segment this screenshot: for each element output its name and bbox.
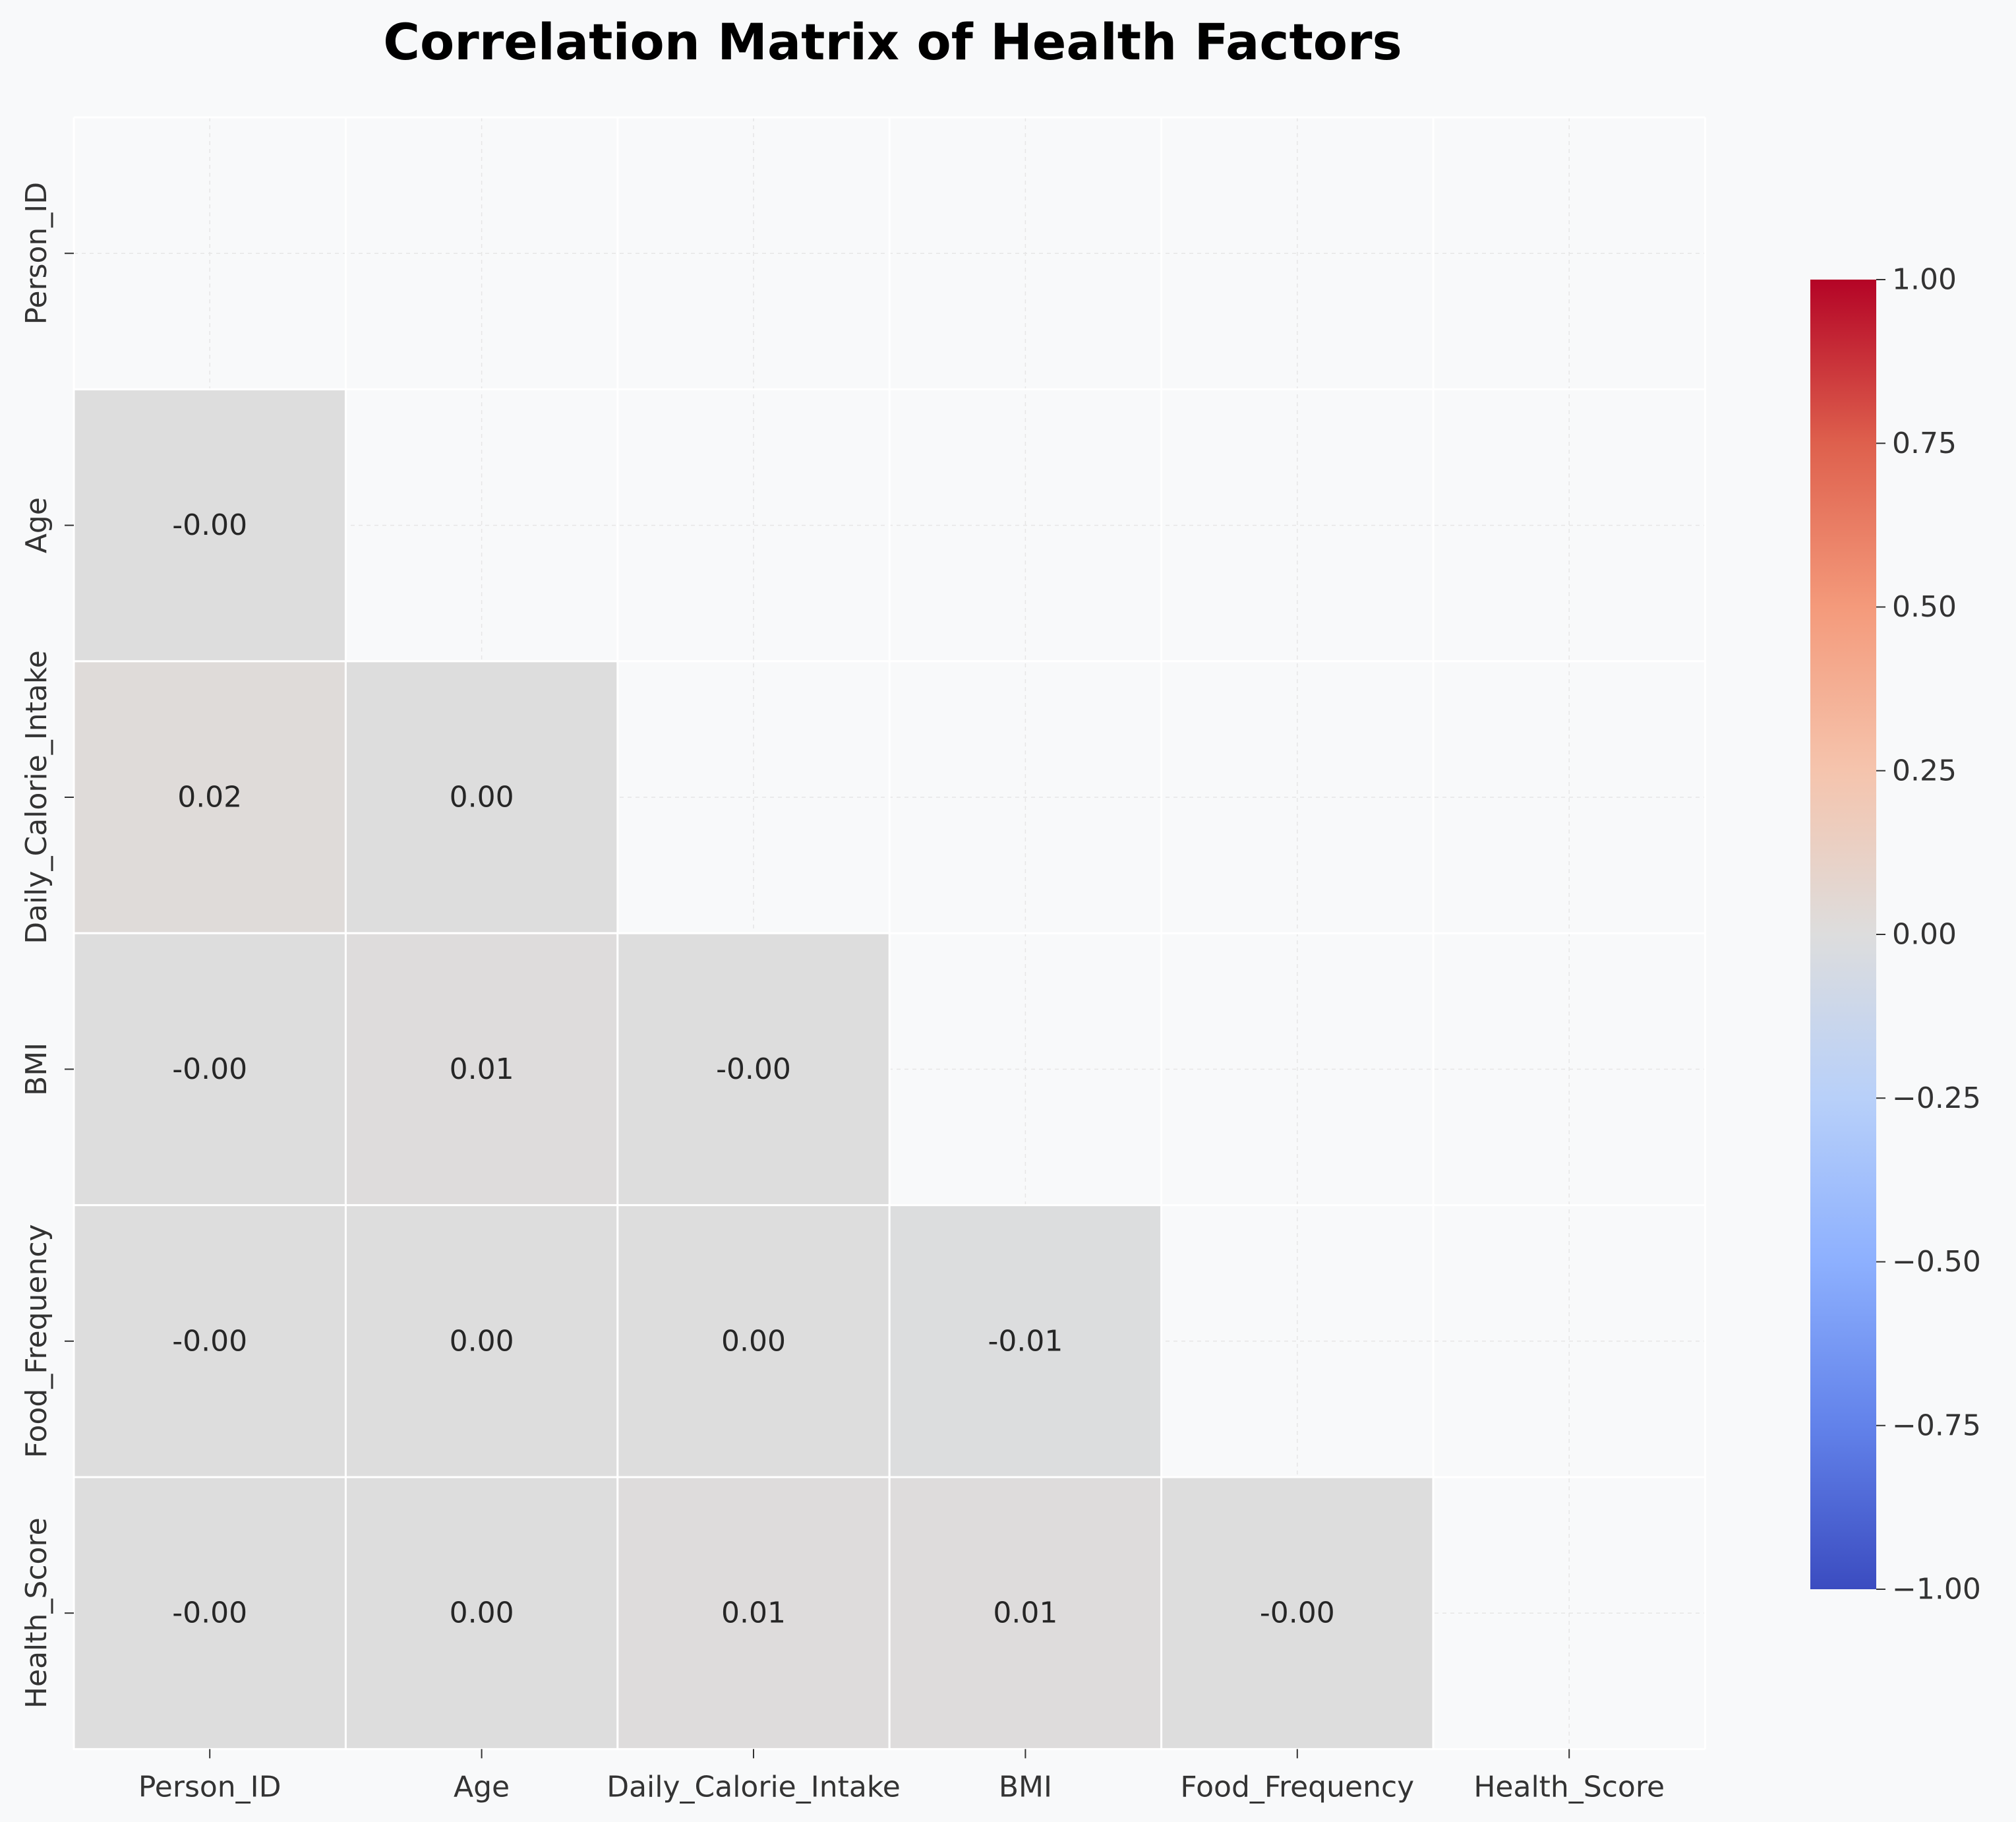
- heatmap-cell: [616, 1204, 891, 1478]
- cell-value-label: 0.01: [450, 1052, 514, 1086]
- cell-value-label: -0.00: [172, 1324, 247, 1358]
- cell-value-label: -0.01: [988, 1324, 1063, 1358]
- cell-value-label: -0.00: [716, 1052, 791, 1086]
- y-tick-label: Age: [20, 497, 53, 553]
- x-tick-label: Person_ID: [138, 1770, 282, 1804]
- heatmap-cell: [344, 932, 619, 1207]
- cell-value-label: 0.00: [450, 1324, 514, 1358]
- x-tick-label: Daily_Calorie_Intake: [607, 1770, 901, 1804]
- colorbar-tick-label: 0.50: [1892, 590, 1957, 624]
- colorbar-tick-label: 0.75: [1892, 427, 1957, 460]
- heatmap-cell: [616, 1476, 891, 1750]
- heatmap-cell: [73, 1476, 347, 1750]
- cell-value-label: 0.02: [177, 781, 242, 814]
- x-tick-label: Age: [454, 1770, 510, 1804]
- y-tick-label: Daily_Calorie_Intake: [20, 650, 53, 944]
- heatmap-cell: [888, 1476, 1163, 1750]
- colorbar: 1.00 0.75 0.50 0.25 0.00 −0.25 −0.50 −0.75 −1.00: [1810, 263, 1981, 1606]
- colorbar-tick-label: 0.25: [1892, 754, 1957, 787]
- cell-value-label: -0.00: [172, 1596, 247, 1630]
- y-tick-label: BMI: [20, 1043, 53, 1096]
- heatmap-cells: -0.00 0.02 0.00 -0.00 0.01 -0.00 -0.00 0.00 0.00…: [73, 388, 1435, 1750]
- heatmap-cell: [888, 1204, 1163, 1478]
- cell-value-label: 0.00: [450, 781, 514, 814]
- heatmap-cell: [616, 932, 891, 1207]
- x-tick-label: Food_Frequency: [1180, 1770, 1414, 1804]
- colorbar-tick-label: −0.25: [1892, 1081, 1981, 1115]
- colorbar-tick-label: 0.00: [1892, 918, 1957, 952]
- cell-value-label: -0.00: [1260, 1596, 1335, 1630]
- heatmap-cell: [73, 932, 347, 1207]
- cell-value-label: -0.00: [172, 1052, 247, 1086]
- x-tick-label: Health_Score: [1473, 1770, 1665, 1804]
- colorbar-tick-label: −0.50: [1892, 1245, 1981, 1279]
- chart-title: Correlation Matrix of Health Factors: [383, 13, 1402, 71]
- cell-value-label: 0.00: [450, 1596, 514, 1630]
- heatmap-cell: [344, 1476, 619, 1750]
- colorbar-gradient: [1810, 280, 1876, 1589]
- colorbar-tick-label: −1.00: [1892, 1573, 1981, 1606]
- y-tick-label: Person_ID: [20, 182, 53, 325]
- y-tick-label: Food_Frequency: [20, 1224, 53, 1458]
- cell-value-label: -0.00: [172, 508, 247, 542]
- heatmap-cell: [344, 1204, 619, 1478]
- heatmap-cell: [344, 660, 619, 934]
- cell-value-label: 0.01: [721, 1596, 786, 1630]
- colorbar-tick-label: 1.00: [1892, 263, 1957, 297]
- x-tick-label: BMI: [999, 1770, 1052, 1804]
- y-tick-label: Health_Score: [20, 1517, 53, 1709]
- colorbar-tick-label: −0.75: [1892, 1409, 1981, 1442]
- heatmap-cell: [73, 660, 347, 934]
- cell-value-label: 0.00: [721, 1324, 786, 1358]
- heatmap-cell: [1160, 1476, 1435, 1750]
- x-axis-ticks: Person_ID Age Daily_Calorie_Intake BMI Food_…: [138, 1749, 1665, 1804]
- cell-value-label: 0.01: [993, 1596, 1057, 1630]
- y-axis-ticks: Person_ID Age Daily_Calorie_Intake BMI Food_…: [20, 182, 74, 1709]
- colorbar-ticks: 1.00 0.75 0.50 0.25 0.00 −0.25 −0.50 −0.75 −1.00: [1876, 263, 1981, 1606]
